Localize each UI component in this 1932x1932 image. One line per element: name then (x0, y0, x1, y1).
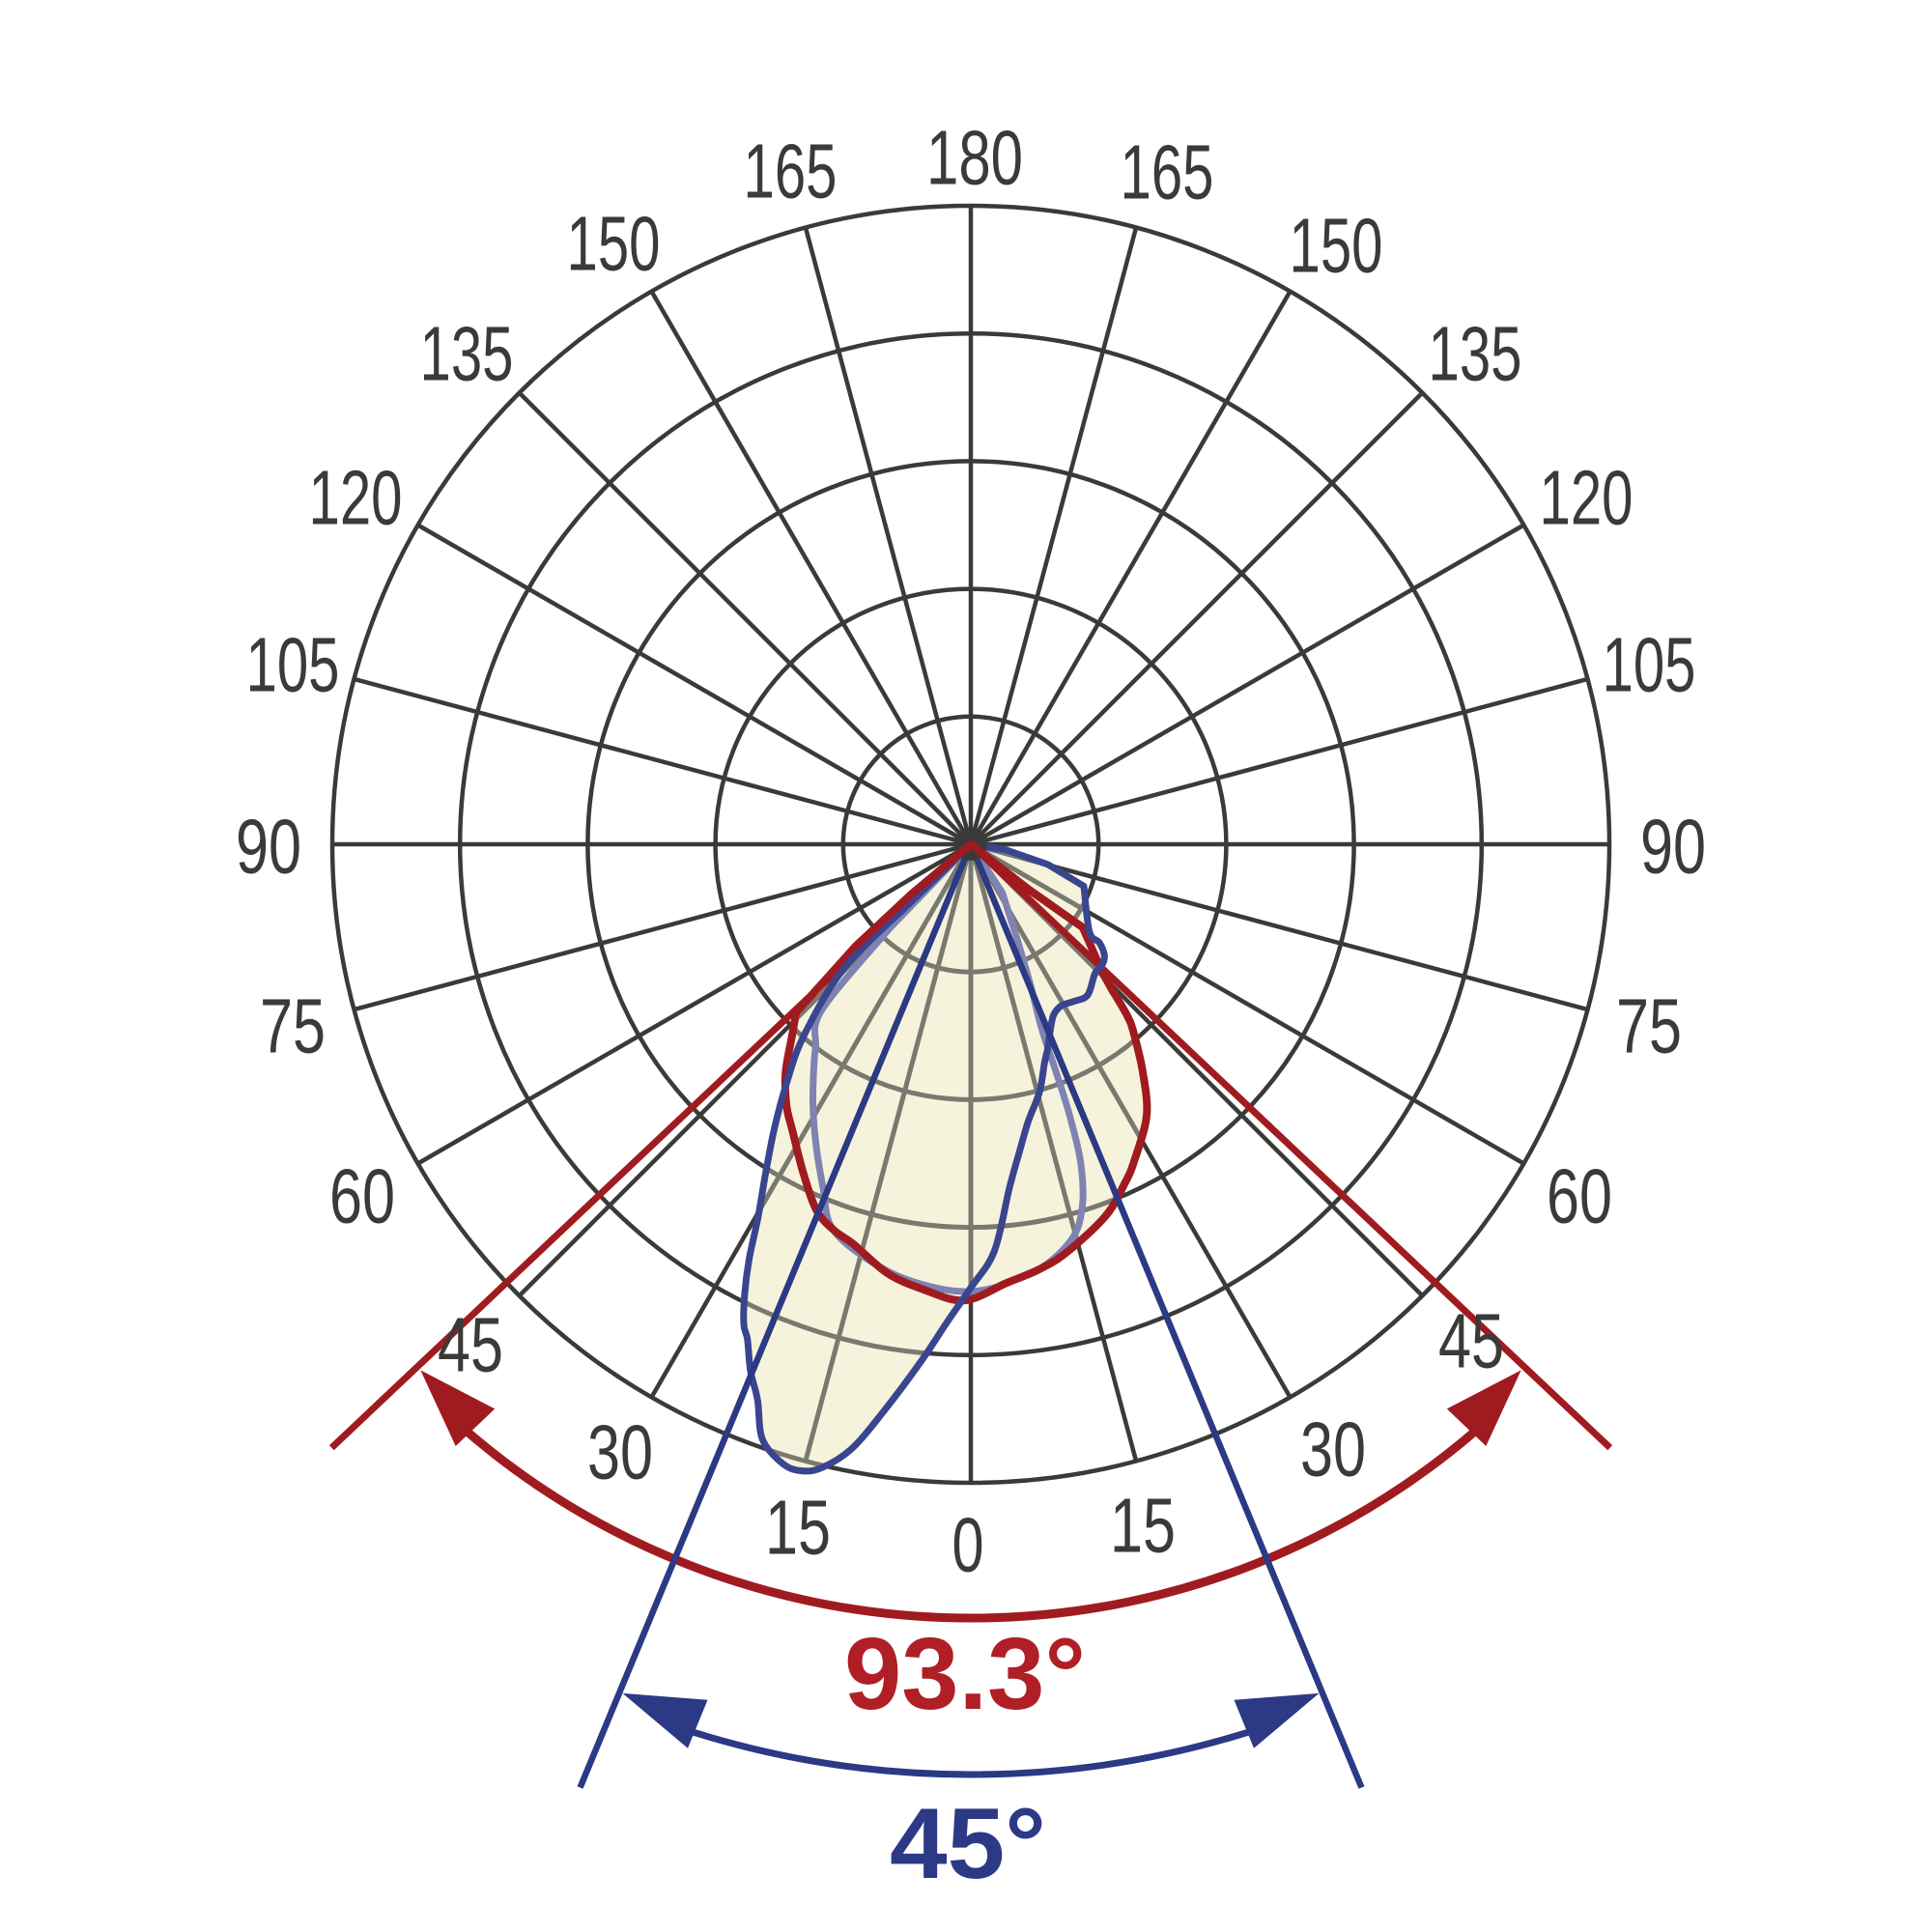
svg-text:75: 75 (1616, 983, 1682, 1069)
svg-text:105: 105 (1603, 622, 1696, 708)
svg-text:120: 120 (1540, 455, 1634, 541)
svg-text:45: 45 (1438, 1298, 1504, 1384)
svg-text:90: 90 (1640, 804, 1706, 890)
svg-text:15: 15 (765, 1485, 831, 1571)
svg-text:120: 120 (309, 455, 403, 541)
svg-text:45: 45 (438, 1302, 503, 1388)
svg-text:180: 180 (926, 115, 1023, 201)
svg-text:105: 105 (246, 622, 340, 708)
svg-text:60: 60 (1547, 1153, 1612, 1239)
svg-text:30: 30 (587, 1409, 653, 1495)
svg-text:30: 30 (1300, 1406, 1366, 1492)
svg-text:150: 150 (567, 201, 661, 287)
svg-text:60: 60 (329, 1153, 395, 1239)
svg-text:90: 90 (236, 804, 301, 890)
svg-text:93.3°: 93.3° (844, 1617, 1086, 1731)
svg-text:165: 165 (1121, 129, 1214, 215)
svg-text:75: 75 (260, 983, 326, 1069)
svg-text:0: 0 (952, 1502, 984, 1588)
svg-text:150: 150 (1290, 203, 1383, 289)
svg-text:135: 135 (1429, 311, 1522, 397)
svg-text:15: 15 (1110, 1483, 1176, 1569)
svg-text:135: 135 (420, 311, 514, 397)
svg-text:165: 165 (744, 128, 838, 214)
svg-text:45°: 45° (890, 1788, 1046, 1900)
